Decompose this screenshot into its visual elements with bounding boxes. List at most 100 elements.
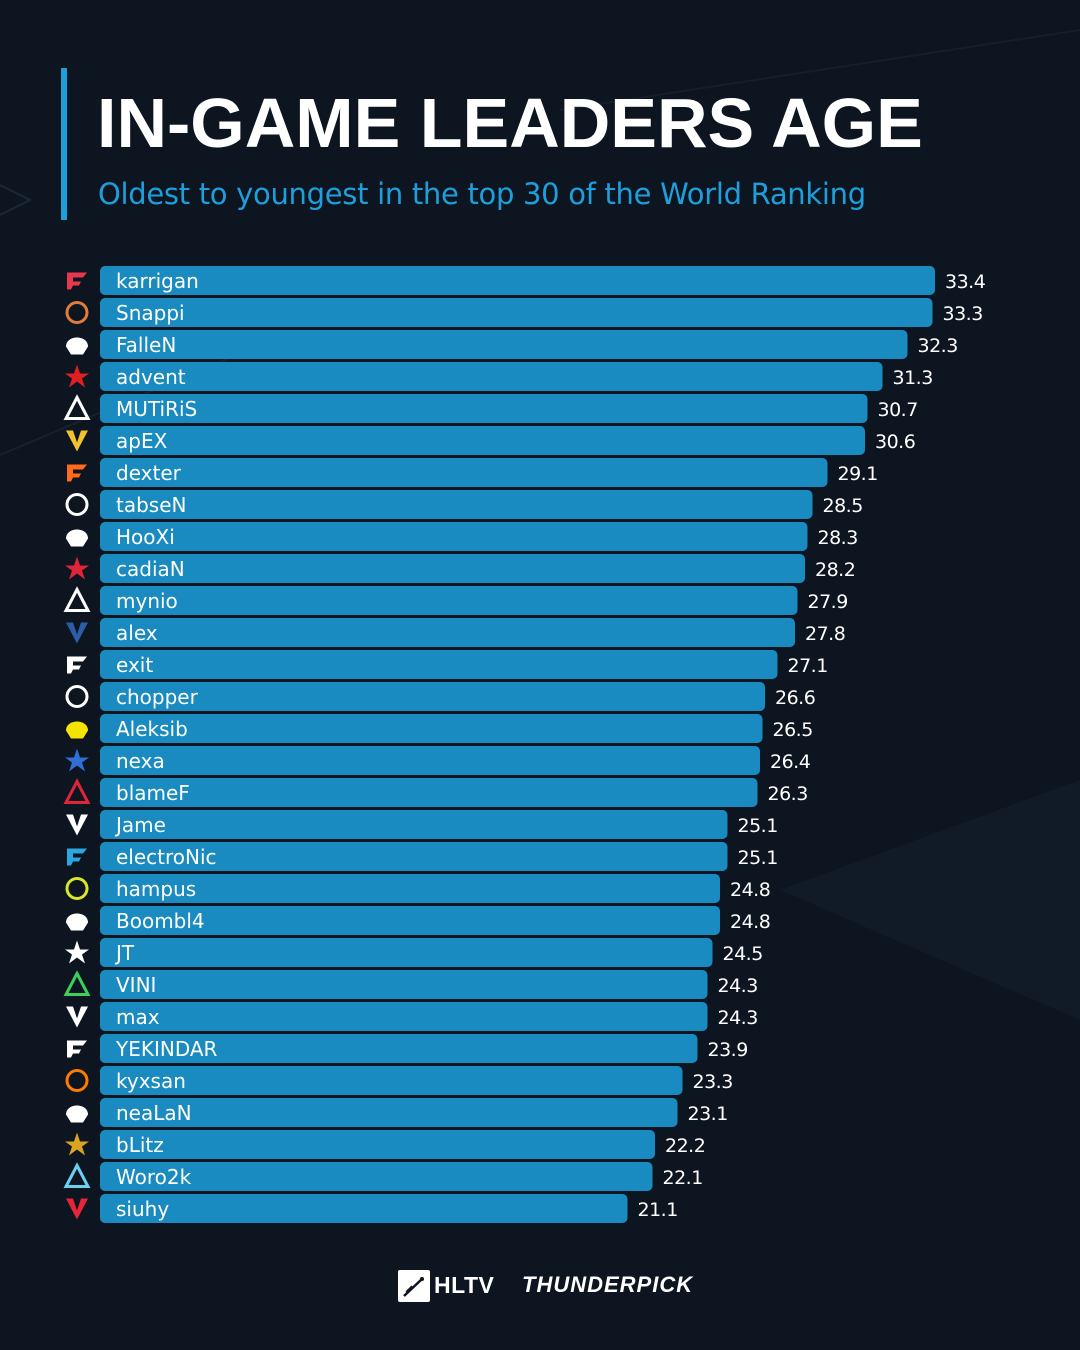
bar-chopper (100, 682, 765, 711)
bar-karrigan (100, 266, 935, 295)
cloud9-icon (67, 848, 87, 866)
bar-electronic (100, 842, 728, 871)
navi-icon (66, 721, 88, 739)
value-label: 30.7 (878, 399, 918, 421)
page-title: IN-GAME LEADERS AGE (97, 84, 923, 162)
value-label: 23.1 (688, 1103, 728, 1125)
bar-label: Aleksib (116, 717, 188, 741)
bar-label: MUTiRiS (116, 397, 197, 421)
value-label: 25.1 (738, 847, 778, 869)
mibr-icon (67, 656, 87, 674)
g2-icon (66, 529, 88, 547)
bar-alex (100, 618, 795, 647)
bar-woro2k (100, 1162, 653, 1191)
value-label: 28.2 (815, 559, 855, 581)
value-label: 25.1 (738, 815, 778, 837)
bar-label: FalleN (116, 333, 176, 357)
bar-blitz (100, 1130, 655, 1159)
bar-label: exit (116, 653, 153, 677)
movistar-riders-icon (66, 622, 88, 644)
nip-icon (65, 877, 89, 900)
bar-label: apEX (116, 429, 168, 453)
hltv-logo-icon (398, 1270, 430, 1302)
bar-mutiris (100, 394, 868, 423)
bar-label: VINI (116, 973, 156, 997)
og-icon (65, 748, 89, 772)
value-label: 22.1 (663, 1167, 703, 1189)
virtus-pro-icon (66, 814, 88, 836)
value-label: 32.3 (918, 335, 958, 357)
thunderpick-logo-text: THUNDERPICK (522, 1272, 694, 1297)
value-label: 31.3 (893, 367, 933, 389)
bar-mynio (100, 586, 798, 615)
value-label: 27.9 (808, 591, 848, 613)
1win-icon (66, 913, 88, 931)
value-label: 24.8 (730, 879, 770, 901)
bar-label: kyxsan (116, 1069, 186, 1093)
gamerlegion-icon (66, 1105, 88, 1123)
value-label: 29.1 (838, 463, 878, 485)
value-label: 30.6 (875, 431, 915, 453)
bar-label: Woro2k (116, 1165, 192, 1189)
bar-hampus (100, 874, 720, 903)
big-icon (65, 493, 89, 516)
value-label: 28.3 (818, 527, 858, 549)
bar-dexter (100, 458, 828, 487)
bar-exit (100, 650, 778, 679)
bar-vini (100, 970, 708, 999)
bar-kyxsan (100, 1066, 683, 1095)
bar-label: HooXi (116, 525, 175, 549)
value-label: 33.4 (945, 271, 986, 293)
bar-label: neaLaN (116, 1101, 192, 1125)
eternal-fire-icon (63, 586, 91, 612)
bar-siuhy (100, 1194, 628, 1223)
bar-label: advent (116, 365, 186, 389)
bar-jt (100, 938, 713, 967)
hltv-logo-text: HLTV (434, 1272, 495, 1298)
value-label: 22.2 (665, 1135, 705, 1157)
bar-fallen (100, 330, 908, 359)
bar-nealan (100, 1098, 678, 1127)
bar-label: Jame (114, 813, 166, 837)
bar-label: tabseN (116, 493, 186, 517)
bar-label: max (116, 1005, 160, 1029)
ence-icon (65, 301, 89, 324)
heroic-icon (65, 556, 89, 580)
bar-label: blameF (116, 781, 190, 805)
bar-jame (100, 810, 728, 839)
value-label: 24.5 (723, 943, 763, 965)
ihc-icon (63, 1162, 91, 1188)
bar-blamef (100, 778, 758, 807)
bar-label: bLitz (116, 1133, 164, 1157)
fnatic-icon (67, 464, 87, 482)
bar-cadian (100, 554, 805, 583)
bar-label: hampus (116, 877, 196, 901)
bar-label: Boombl4 (116, 909, 205, 933)
value-label: 24.3 (718, 975, 758, 997)
footer-logos: HLTV THUNDERPICK (398, 1270, 698, 1302)
value-label: 26.5 (773, 719, 813, 741)
bar-label: nexa (116, 749, 165, 773)
liquid-icon (67, 1040, 87, 1058)
bar-label: cadiaN (116, 557, 185, 581)
bar-hooxi (100, 522, 808, 551)
value-label: 26.6 (775, 687, 815, 709)
bar-label: mynio (116, 589, 178, 613)
value-label: 27.8 (805, 623, 845, 645)
vitality-icon (66, 430, 88, 452)
value-label: 23.9 (708, 1039, 748, 1061)
value-label: 26.3 (768, 783, 808, 805)
bar-max (100, 1002, 708, 1031)
bar-label: JT (114, 941, 135, 965)
bar-boombl4 (100, 906, 720, 935)
thelnk-icon (65, 1132, 89, 1156)
9z-icon (66, 1006, 88, 1028)
mouz-icon (66, 1198, 88, 1220)
faze-icon (67, 272, 87, 290)
value-label: 28.5 (823, 495, 863, 517)
complexity-icon (65, 940, 89, 964)
value-label: 24.8 (730, 911, 770, 933)
value-label: 26.4 (770, 751, 811, 773)
rebels-icon (65, 364, 89, 388)
